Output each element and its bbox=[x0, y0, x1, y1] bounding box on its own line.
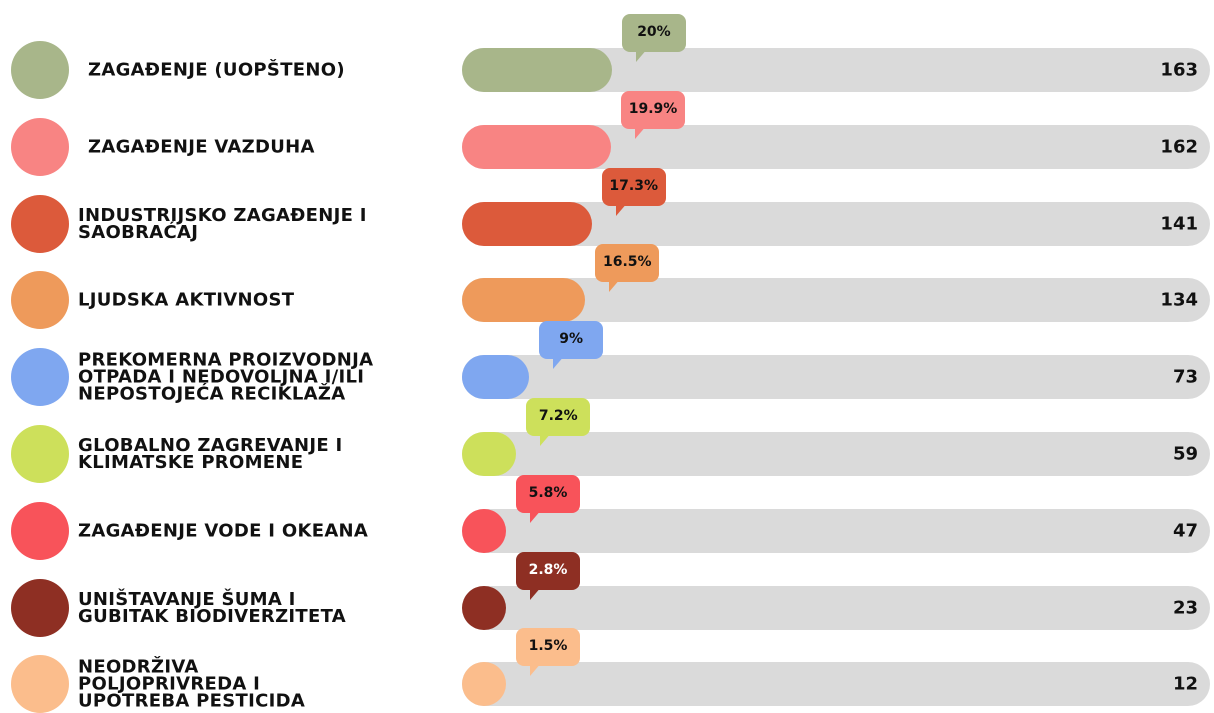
count-label: 47 bbox=[1172, 520, 1198, 542]
category-label: NEODRŽIVA POLJOPRIVREDA I UPOTREBA PESTI… bbox=[78, 656, 306, 712]
legend-dot bbox=[11, 41, 69, 99]
share-bubble: 9% bbox=[539, 321, 604, 360]
count-label: 12 bbox=[1172, 673, 1198, 695]
share-bubble: 16.5% bbox=[595, 244, 660, 283]
bar bbox=[462, 432, 517, 476]
track bbox=[462, 432, 1210, 476]
category-label: INDUSTRIJSKO ZAGAĐENJE I SAOBRAĆAJ bbox=[78, 204, 367, 243]
legend-dot bbox=[11, 501, 69, 560]
track bbox=[462, 662, 1210, 707]
count-label: 134 bbox=[1160, 289, 1198, 311]
legend-dot bbox=[11, 425, 69, 483]
bar bbox=[462, 124, 612, 169]
category-label: ZAGAĐENJE (UOPŠTENO) bbox=[88, 59, 345, 81]
track bbox=[462, 585, 1210, 630]
bar bbox=[462, 585, 506, 630]
category-label: ZAGAĐENJE VODE I OKEANA bbox=[78, 520, 369, 542]
share-bubble: 5.8% bbox=[516, 474, 580, 513]
share-bubble: 19.9% bbox=[621, 90, 686, 129]
legend-dot bbox=[11, 117, 69, 176]
bar bbox=[462, 508, 506, 553]
share-bubble: 17.3% bbox=[601, 167, 666, 206]
legend-dot bbox=[11, 194, 69, 253]
legend-dot bbox=[11, 578, 69, 637]
count-label: 23 bbox=[1172, 597, 1198, 619]
count-label: 163 bbox=[1160, 59, 1198, 81]
count-label: 73 bbox=[1172, 366, 1198, 388]
legend-dot bbox=[11, 271, 69, 330]
count-label: 162 bbox=[1160, 136, 1198, 158]
share-bubble: 20% bbox=[621, 14, 686, 52]
share-bubble: 2.8% bbox=[516, 551, 580, 590]
category-label: UNIŠTAVANJE ŠUMA I GUBITAK BIODIVERZITET… bbox=[78, 588, 347, 627]
track bbox=[462, 355, 1210, 400]
bar bbox=[462, 662, 506, 707]
category-label: LJUDSKA AKTIVNOST bbox=[78, 289, 295, 311]
legend-dot bbox=[11, 655, 69, 713]
bar bbox=[462, 48, 612, 92]
category-label: ZAGAĐENJE VAZDUHA bbox=[88, 136, 315, 158]
category-label: PREKOMERNA PROIZVODNJA OTPADA I NEDOVOLJ… bbox=[78, 349, 374, 405]
category-label: GLOBALNO ZAGREVANJE I KLIMATSKE PROMENE bbox=[78, 435, 343, 473]
count-label: 141 bbox=[1160, 213, 1198, 235]
track bbox=[462, 508, 1210, 553]
share-bubble: 1.5% bbox=[516, 628, 580, 667]
share-bubble: 7.2% bbox=[526, 398, 591, 436]
legend-dot bbox=[11, 348, 69, 407]
count-label: 59 bbox=[1172, 443, 1198, 465]
track bbox=[462, 278, 1210, 323]
bar bbox=[462, 278, 586, 323]
bar bbox=[462, 201, 592, 246]
bar bbox=[462, 355, 530, 400]
